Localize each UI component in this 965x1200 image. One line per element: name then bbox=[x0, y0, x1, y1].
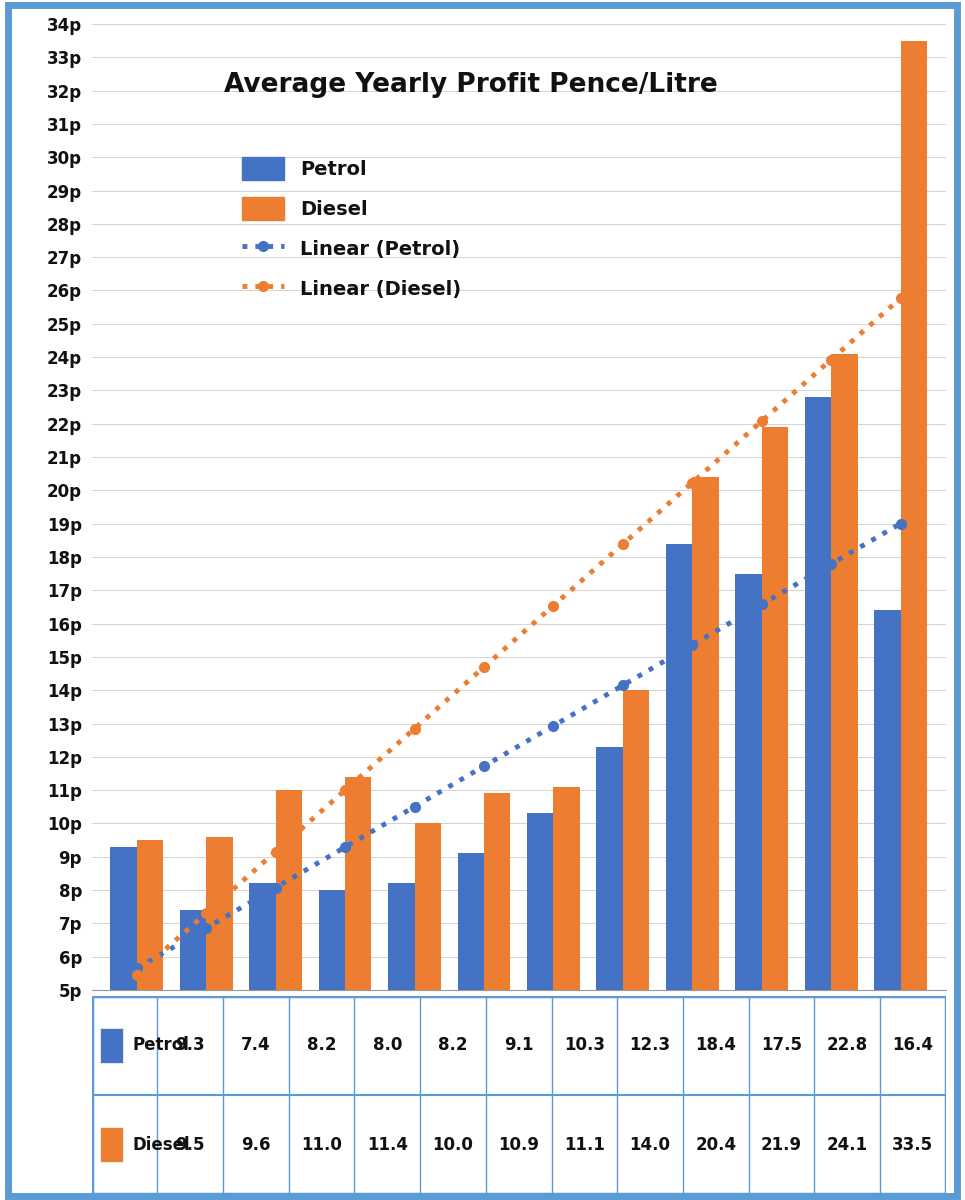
Text: 8.2: 8.2 bbox=[307, 1037, 337, 1055]
FancyBboxPatch shape bbox=[92, 996, 946, 1194]
Bar bbox=[415, 823, 441, 1157]
Text: 9.6: 9.6 bbox=[241, 1135, 270, 1153]
Text: 10.0: 10.0 bbox=[432, 1135, 474, 1153]
Bar bbox=[553, 787, 580, 1157]
Text: 22.8: 22.8 bbox=[827, 1037, 868, 1055]
Bar bbox=[110, 847, 137, 1157]
Text: 9.1: 9.1 bbox=[504, 1037, 534, 1055]
Bar bbox=[276, 790, 302, 1157]
Text: 10.9: 10.9 bbox=[498, 1135, 539, 1153]
Bar bbox=[831, 354, 858, 1157]
Text: 24.1: 24.1 bbox=[827, 1135, 868, 1153]
Bar bbox=[99, 1127, 123, 1162]
Text: 20.4: 20.4 bbox=[695, 1135, 736, 1153]
Bar bbox=[622, 690, 649, 1157]
Bar bbox=[805, 397, 831, 1157]
Text: 12.3: 12.3 bbox=[629, 1037, 671, 1055]
Bar bbox=[99, 1028, 123, 1063]
Bar bbox=[207, 836, 233, 1157]
Text: 7.4: 7.4 bbox=[241, 1037, 271, 1055]
Bar bbox=[137, 840, 163, 1157]
Text: 8.0: 8.0 bbox=[372, 1037, 402, 1055]
Bar bbox=[596, 746, 622, 1157]
Text: 11.0: 11.0 bbox=[301, 1135, 342, 1153]
Bar bbox=[666, 544, 692, 1157]
Bar bbox=[874, 611, 900, 1157]
Text: 14.0: 14.0 bbox=[629, 1135, 671, 1153]
Text: 8.2: 8.2 bbox=[438, 1037, 468, 1055]
Bar bbox=[179, 910, 207, 1157]
Bar bbox=[692, 478, 719, 1157]
Bar bbox=[388, 883, 415, 1157]
Bar bbox=[735, 574, 761, 1157]
Text: 10.3: 10.3 bbox=[564, 1037, 605, 1055]
Text: 9.3: 9.3 bbox=[176, 1037, 205, 1055]
Text: 17.5: 17.5 bbox=[761, 1037, 802, 1055]
Legend: Petrol, Diesel, Linear (Petrol), Linear (Diesel): Petrol, Diesel, Linear (Petrol), Linear … bbox=[234, 150, 469, 307]
Text: Diesel: Diesel bbox=[132, 1135, 190, 1153]
Text: Petrol: Petrol bbox=[132, 1037, 189, 1055]
Text: 16.4: 16.4 bbox=[893, 1037, 933, 1055]
Text: 11.1: 11.1 bbox=[564, 1135, 605, 1153]
Text: 18.4: 18.4 bbox=[695, 1037, 736, 1055]
Bar bbox=[345, 776, 372, 1157]
Bar bbox=[318, 890, 345, 1157]
Text: Average Yearly Profit Pence/Litre: Average Yearly Profit Pence/Litre bbox=[224, 72, 718, 98]
Bar bbox=[900, 41, 927, 1157]
Text: 33.5: 33.5 bbox=[893, 1135, 933, 1153]
Bar bbox=[249, 883, 276, 1157]
Bar bbox=[484, 793, 510, 1157]
Bar bbox=[527, 814, 553, 1157]
Bar bbox=[761, 427, 788, 1157]
Text: 21.9: 21.9 bbox=[760, 1135, 802, 1153]
Bar bbox=[457, 853, 484, 1157]
Text: 11.4: 11.4 bbox=[367, 1135, 408, 1153]
Text: 9.5: 9.5 bbox=[176, 1135, 205, 1153]
